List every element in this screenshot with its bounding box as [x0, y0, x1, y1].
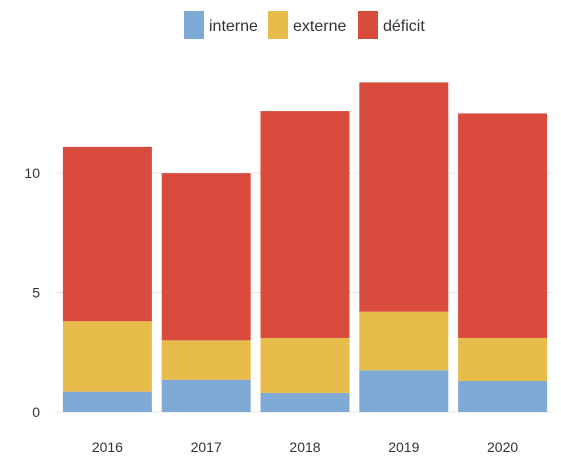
bar-dficit-2016 [62, 146, 152, 322]
bar-dficit-2018 [260, 111, 350, 338]
legend-label: interne [209, 18, 258, 35]
x-tick-label: 2016 [92, 439, 123, 455]
bar-externe-2016 [62, 321, 152, 392]
legend-label: externe [293, 18, 346, 35]
bar-interne-2019 [359, 370, 449, 412]
y-tick-label: 10 [24, 165, 40, 181]
legend: interne externe déficit [184, 11, 425, 39]
x-tick-label: 2018 [289, 439, 320, 455]
bar-externe-2017 [161, 340, 251, 380]
bar-dficit-2019 [359, 82, 449, 312]
bars [62, 82, 548, 412]
bar-interne-2018 [260, 392, 350, 412]
y-tick-label: 5 [32, 285, 40, 301]
axis-labels: 0 5 10 2016 2017 2018 2019 2020 [24, 165, 518, 455]
bar-externe-2018 [260, 337, 350, 393]
bar-dficit-2020 [458, 113, 548, 338]
bar-interne-2020 [458, 380, 548, 412]
x-tick-label: 2017 [191, 439, 222, 455]
legend-label: déficit [383, 18, 425, 35]
bar-interne-2017 [161, 379, 251, 412]
legend-swatch [184, 11, 204, 39]
bar-interne-2016 [62, 391, 152, 412]
y-tick-label: 0 [32, 404, 40, 420]
legend-swatch [268, 11, 288, 39]
bar-externe-2020 [458, 337, 548, 381]
bar-externe-2019 [359, 311, 449, 371]
x-tick-label: 2019 [388, 439, 419, 455]
x-tick-label: 2020 [487, 439, 518, 455]
bar-dficit-2017 [161, 173, 251, 341]
legend-swatch [358, 11, 378, 39]
